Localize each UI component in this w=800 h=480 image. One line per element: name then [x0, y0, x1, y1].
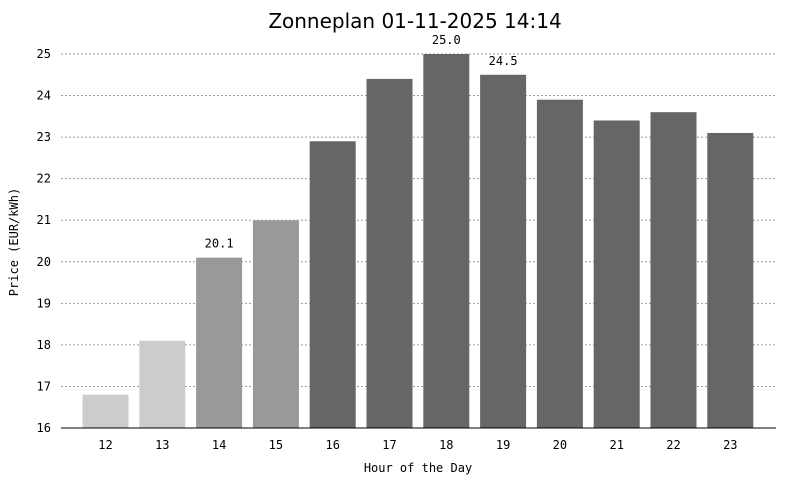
- bar-hour-22: [650, 112, 697, 428]
- bar-hour-20: [536, 99, 583, 428]
- bar-hour-21: [593, 120, 640, 428]
- bars: [82, 54, 754, 429]
- y-tick-labels: 16 17 18 19 20 21 22 23 24 25: [37, 47, 51, 435]
- x-tick-label: 16: [325, 438, 339, 452]
- x-tick-label: 22: [666, 438, 680, 452]
- x-tick-labels: 12 13 14 15 16 17 18 19 20 21 22 23: [98, 438, 737, 452]
- data-label: 25.0: [432, 33, 461, 47]
- y-tick-label: 17: [37, 379, 51, 393]
- bar-hour-12: [82, 394, 129, 428]
- x-tick-label: 12: [98, 438, 112, 452]
- bar-hour-15: [252, 220, 299, 428]
- x-tick-label: 23: [723, 438, 737, 452]
- x-tick-label: 17: [382, 438, 396, 452]
- data-labels: 20.1 25.0 24.5: [205, 33, 518, 251]
- y-tick-label: 24: [37, 89, 51, 103]
- y-tick-label: 25: [37, 47, 51, 61]
- x-tick-label: 14: [212, 438, 226, 452]
- y-tick-label: 20: [37, 255, 51, 269]
- bar-hour-14: [196, 257, 243, 428]
- y-tick-label: 23: [37, 130, 51, 144]
- y-tick-label: 16: [37, 421, 51, 435]
- bar-hour-23: [707, 132, 754, 428]
- y-tick-label: 21: [37, 213, 51, 227]
- bar-hour-17: [366, 78, 413, 428]
- chart-title: Zonneplan 01-11-2025 14:14: [268, 9, 561, 33]
- y-tick-label: 19: [37, 296, 51, 310]
- data-label: 20.1: [205, 237, 234, 251]
- x-tick-label: 15: [269, 438, 283, 452]
- bar-hour-16: [309, 141, 356, 428]
- x-tick-label: 21: [609, 438, 623, 452]
- x-axis-label: Hour of the Day: [364, 461, 472, 475]
- x-tick-label: 20: [553, 438, 567, 452]
- bar-hour-13: [139, 340, 186, 428]
- y-tick-label: 22: [37, 172, 51, 186]
- bar-hour-18: [423, 54, 470, 428]
- x-tick-label: 13: [155, 438, 169, 452]
- x-tick-label: 19: [496, 438, 510, 452]
- grid-lines: [61, 53, 776, 387]
- data-label: 24.5: [489, 54, 518, 68]
- y-tick-label: 18: [37, 338, 51, 352]
- y-axis-label: Price (EUR/kWh): [7, 188, 21, 296]
- x-tick-label: 18: [439, 438, 453, 452]
- bar-hour-19: [480, 74, 527, 429]
